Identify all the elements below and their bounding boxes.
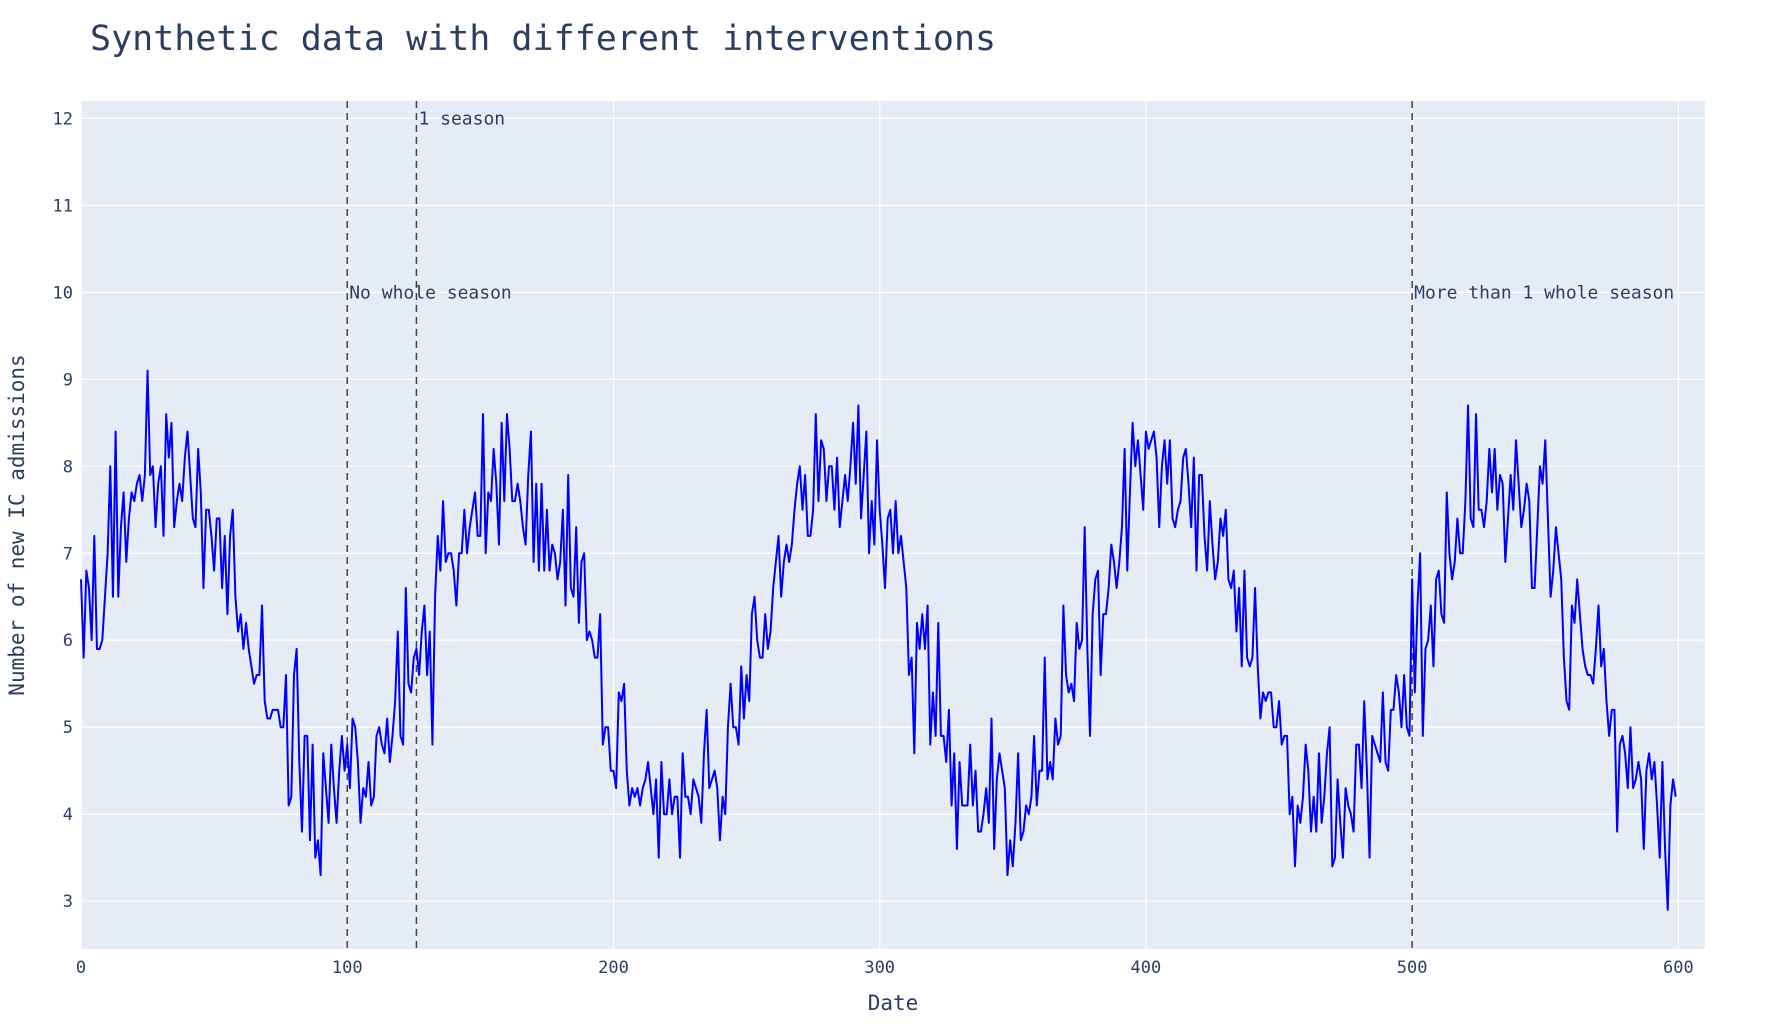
y-tick-label: 4 [63, 805, 73, 825]
x-tick-label: 200 [598, 958, 629, 978]
y-tick-label: 3 [63, 892, 73, 912]
annotation-label: 1 season [418, 108, 505, 129]
annotation-label: No whole season [349, 282, 512, 303]
tick-layer: 0 100 200 300 400 500 600 3 4 5 6 7 8 9 10 11 12 [53, 109, 1694, 978]
y-tick-label: 5 [63, 718, 73, 738]
y-tick-label: 12 [53, 109, 73, 129]
y-axis-title: Number of new IC admissions [5, 354, 29, 695]
y-tick-label: 6 [63, 631, 73, 651]
x-tick-label: 300 [864, 958, 895, 978]
y-tick-label: 7 [63, 544, 73, 564]
x-tick-label: 600 [1663, 958, 1694, 978]
vline-layer [346, 101, 1413, 949]
chart-title: Synthetic data with different interventi… [90, 19, 996, 59]
series-layer [80, 369, 1677, 911]
y-tick-label: 11 [53, 196, 73, 216]
plot-background [81, 101, 1705, 949]
x-tick-label: 0 [76, 958, 86, 978]
x-tick-label: 500 [1397, 958, 1428, 978]
grid-layer [80, 101, 1705, 949]
x-axis-title: Date [868, 991, 919, 1015]
x-tick-label: 400 [1131, 958, 1162, 978]
annotation-layer: No whole season 1 season More than 1 whole… [349, 108, 1674, 303]
y-tick-label: 10 [53, 283, 73, 303]
series-line [80, 369, 1677, 911]
y-tick-label: 9 [63, 370, 73, 390]
y-tick-label: 8 [63, 457, 73, 477]
x-tick-label: 100 [332, 958, 363, 978]
annotation-label: More than 1 whole season [1414, 282, 1674, 303]
